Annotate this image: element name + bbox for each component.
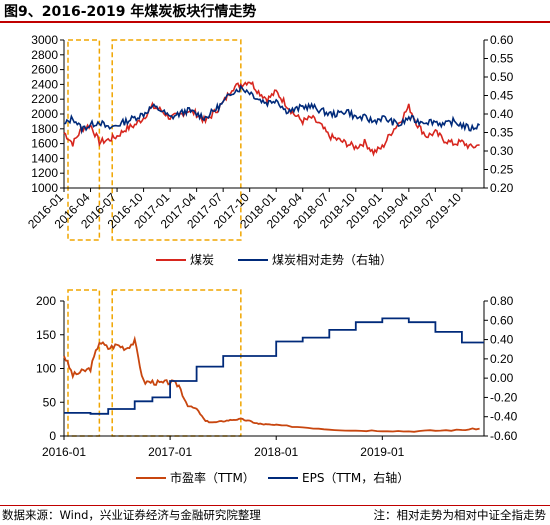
highlight-box-1 <box>111 39 242 241</box>
y-tick-label-10: 3000 <box>31 33 58 47</box>
y-tick-label-bottom-3: 150 <box>36 328 56 342</box>
y-tick-label-bottom-4: 200 <box>36 294 56 308</box>
x-tick-label-bottom-1: 2017-01 <box>148 445 192 459</box>
y-tick-label-0: 1000 <box>31 181 58 195</box>
y2-tick-label-4: 0.40 <box>490 107 514 121</box>
y-tick-label-bottom-2: 100 <box>36 362 56 376</box>
y-tick-label-2: 1400 <box>31 151 58 165</box>
y-tick-label-bottom-1: 50 <box>43 395 57 409</box>
y2-tick-label-bottom-6: 0.60 <box>490 313 514 327</box>
y2-tick-label-2: 0.30 <box>490 144 514 158</box>
y2-tick-label-bottom-4: 0.20 <box>490 352 514 366</box>
highlight-box-bottom-1 <box>111 289 242 437</box>
y2-tick-label-7: 0.55 <box>490 52 514 66</box>
y2-tick-label-5: 0.45 <box>490 89 514 103</box>
y-tick-label-8: 2600 <box>31 63 58 77</box>
title-rule <box>0 21 550 23</box>
x-tick-label-bottom-2: 2018-01 <box>254 445 298 459</box>
series-line-eps <box>64 317 484 415</box>
y2-tick-label-8: 0.60 <box>490 33 514 47</box>
y-tick-label-6: 2200 <box>31 92 58 106</box>
source-note: 数据来源：Wind，兴业证券经济与金融研究院整理 <box>2 508 261 522</box>
y2-tick-label-bottom-0: -0.60 <box>490 429 518 443</box>
y-tick-label-bottom-0: 0 <box>49 429 56 443</box>
y2-tick-label-bottom-1: -0.40 <box>490 410 518 424</box>
y2-tick-label-bottom-3: 0.00 <box>490 371 514 385</box>
series-line-relative <box>63 84 481 135</box>
x-tick-label-bottom-3: 2019-01 <box>360 445 404 459</box>
footnote: 注：相对走势为相对中证全指走势 <box>373 508 547 522</box>
figure-title: 图9、2016-2019 年煤炭板块行情走势 <box>4 4 257 20</box>
y-tick-label-5: 2000 <box>31 107 58 121</box>
bottom-chart: 0 50 100 150 200 -0.60 -0.40 -0.20 0.00 0.20 0.40 0… <box>36 289 518 485</box>
series-line-pe <box>63 335 480 433</box>
footer-rule <box>0 505 550 506</box>
legend-label-relative: 煤炭相对走势（右轴） <box>272 252 392 267</box>
series-line-meitan <box>63 80 480 157</box>
y2-tick-label-1: 0.25 <box>490 163 514 177</box>
y-tick-label-7: 2400 <box>31 77 58 91</box>
y2-tick-label-0: 0.20 <box>490 181 514 195</box>
x-tick-label-bottom-0: 2016-01 <box>42 445 86 459</box>
y-tick-label-3: 1600 <box>31 137 58 151</box>
legend-label-pe: 市盈率（TTM） <box>170 470 255 485</box>
y-tick-label-9: 2800 <box>31 48 58 62</box>
top-chart: 1000120014001600180020002200240026002800… <box>25 33 514 267</box>
legend-label-eps: EPS（TTM，右轴） <box>302 470 409 485</box>
y2-tick-label-bottom-5: 0.40 <box>490 333 514 347</box>
y2-tick-label-bottom-2: -0.20 <box>490 390 518 404</box>
legend-label-meitan: 煤炭 <box>190 253 214 267</box>
y-tick-label-4: 1800 <box>31 122 58 136</box>
y-tick-label-1: 1200 <box>31 166 58 180</box>
y2-tick-label-3: 0.35 <box>490 126 514 140</box>
y2-tick-label-6: 0.50 <box>490 70 514 84</box>
y2-tick-label-bottom-7: 0.80 <box>490 294 514 308</box>
